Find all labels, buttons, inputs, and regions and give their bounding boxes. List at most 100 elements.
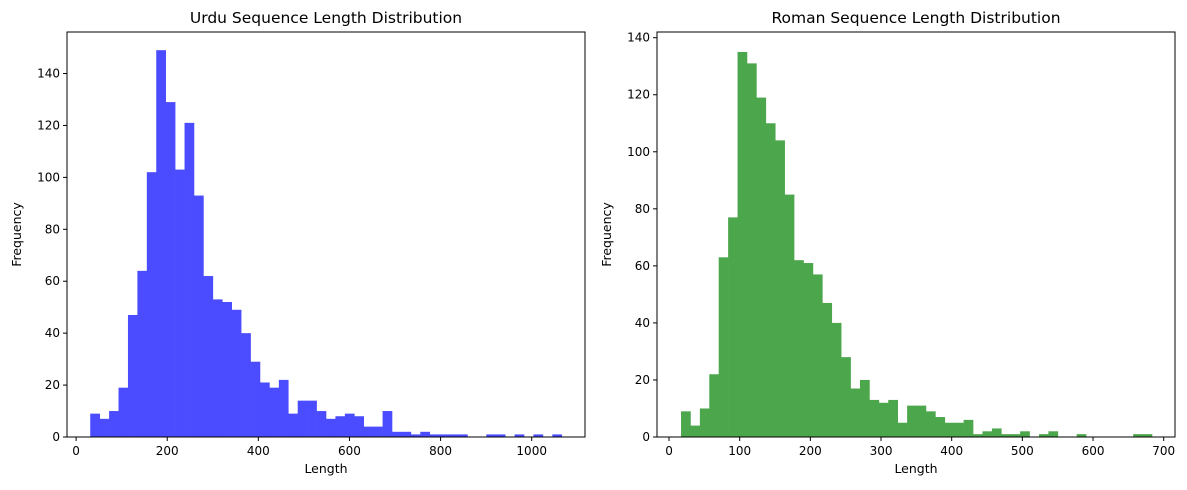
urdu-y-axis-label: Frequency: [9, 202, 24, 267]
roman-bar: [1010, 434, 1021, 437]
roman-bar: [841, 357, 851, 437]
urdu-bar: [175, 169, 185, 437]
roman-bar: [935, 417, 946, 437]
roman-bar: [888, 399, 898, 437]
urdu-bar: [410, 434, 421, 437]
roman-bar: [991, 428, 1002, 437]
roman-y-tick-label: 40: [635, 316, 650, 330]
urdu-bar: [344, 413, 355, 437]
roman-bar: [982, 431, 993, 437]
urdu-bar: [250, 361, 261, 437]
roman-x-tick-label: 0: [665, 444, 673, 458]
urdu-x-ticks: 0 200 400 600 800 1000: [72, 437, 547, 458]
urdu-bar: [212, 299, 223, 437]
roman-x-tick-label: 300: [870, 444, 893, 458]
urdu-bar: [486, 434, 497, 437]
urdu-y-tick-label: 100: [37, 170, 60, 184]
urdu-bar: [552, 434, 563, 437]
urdu-bar: [326, 418, 336, 437]
urdu-y-tick-label: 60: [45, 274, 60, 288]
urdu-bar: [448, 434, 459, 437]
roman-bar: [784, 194, 795, 437]
urdu-x-tick-label: 200: [156, 444, 179, 458]
roman-x-ticks: 0 100 200 300 400 500 600 700: [665, 437, 1175, 458]
urdu-bar: [231, 309, 242, 437]
roman-bar: [812, 274, 823, 437]
roman-x-axis-label: Length: [894, 461, 937, 476]
roman-bar: [699, 408, 710, 437]
urdu-bar: [297, 400, 308, 437]
urdu-bar: [373, 426, 383, 437]
roman-bar: [1020, 431, 1030, 437]
urdu-bar: [439, 434, 449, 437]
urdu-plot-frame: [66, 31, 586, 438]
roman-bar: [897, 422, 908, 437]
urdu-bar: [514, 434, 525, 437]
roman-bar: [1048, 431, 1059, 437]
roman-x-tick-label: 100: [728, 444, 751, 458]
urdu-bar: [90, 413, 100, 437]
roman-plot-frame: [656, 31, 1176, 438]
urdu-x-tick-label: 600: [338, 444, 361, 458]
roman-y-tick-label: 20: [635, 373, 650, 387]
urdu-bar: [99, 418, 110, 437]
roman-x-tick-label: 700: [1152, 444, 1175, 458]
urdu-bar: [241, 333, 251, 437]
urdu-histogram-panel: 0 200 400 600 800 1000 0 20 40 60 80 100 120 140 Urd…: [9, 9, 586, 476]
roman-bar: [822, 302, 833, 437]
urdu-bar: [458, 434, 468, 437]
urdu-bar: [146, 172, 157, 437]
urdu-bar: [259, 382, 270, 437]
roman-bars: [681, 51, 1153, 438]
urdu-x-tick-label: 1000: [516, 444, 547, 458]
roman-bar: [869, 399, 880, 437]
roman-bar: [775, 140, 785, 437]
roman-bar: [709, 374, 720, 437]
roman-bar: [737, 51, 748, 438]
urdu-x-tick-label: 800: [429, 444, 452, 458]
urdu-bar: [184, 122, 195, 437]
roman-y-tick-label: 120: [627, 88, 650, 102]
urdu-bar: [354, 416, 365, 437]
urdu-bar: [127, 314, 138, 437]
roman-y-tick-label: 0: [642, 430, 650, 444]
urdu-x-axis-label: Length: [304, 461, 347, 476]
roman-bar: [681, 411, 691, 437]
roman-bar: [954, 422, 964, 437]
roman-x-tick-label: 500: [1011, 444, 1034, 458]
roman-bar: [765, 123, 776, 437]
urdu-y-tick-label: 120: [37, 118, 60, 132]
roman-x-tick-label: 600: [1082, 444, 1105, 458]
roman-bar: [803, 263, 814, 437]
roman-y-ticks: 0 20 40 60 80 100 120 140: [627, 31, 657, 444]
roman-bar: [690, 425, 701, 437]
roman-bar: [794, 260, 804, 437]
urdu-bar: [203, 276, 214, 437]
urdu-bar: [165, 102, 176, 437]
urdu-bar: [401, 431, 412, 437]
urdu-bar: [288, 413, 299, 437]
urdu-bar: [118, 387, 129, 437]
roman-chart-title: Roman Sequence Length Distribution: [771, 9, 1060, 27]
roman-bar: [746, 63, 757, 438]
urdu-bar: [222, 302, 232, 437]
roman-bar: [1142, 434, 1153, 437]
roman-bar: [860, 379, 870, 437]
roman-histogram-panel: 0 100 200 300 400 500 600 700 0 20 40 60 80 100 120 14…: [599, 9, 1176, 476]
roman-bar: [944, 422, 955, 437]
roman-bar: [916, 405, 927, 437]
urdu-bar: [307, 400, 317, 437]
roman-bar: [925, 411, 936, 437]
urdu-chart-title: Urdu Sequence Length Distribution: [190, 9, 462, 27]
urdu-bar: [156, 50, 166, 438]
urdu-y-tick-label: 40: [45, 326, 60, 340]
roman-bar: [1001, 434, 1012, 437]
urdu-y-ticks: 0 20 40 60 80 100 120 140: [37, 67, 67, 444]
roman-bar: [963, 419, 974, 437]
urdu-bars: [90, 50, 563, 438]
roman-bar: [718, 257, 729, 437]
urdu-bar: [533, 434, 544, 437]
urdu-y-tick-label: 80: [45, 222, 60, 236]
roman-y-tick-label: 60: [635, 259, 650, 273]
